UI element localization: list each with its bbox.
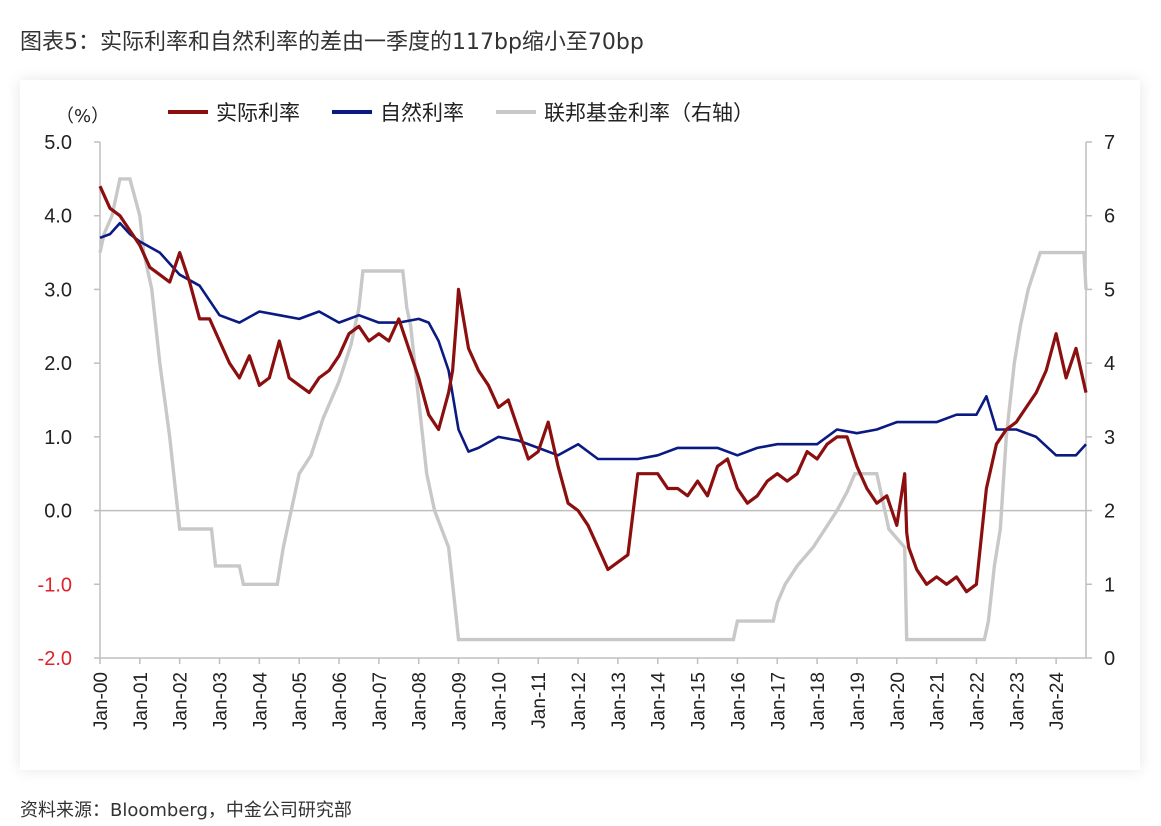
x-tick-label: Jan-18 <box>808 672 829 730</box>
legend-label-2: 联邦基金利率（右轴） <box>544 101 754 125</box>
right-tick-label: 2 <box>1104 501 1115 523</box>
left-tick-label: -2.0 <box>38 648 72 670</box>
series-line-0 <box>98 185 1088 594</box>
left-tick-label: 0.0 <box>44 501 72 523</box>
x-tick-label: Jan-19 <box>848 672 869 730</box>
x-tick-label: Jan-04 <box>250 672 271 731</box>
right-tick-label: 3 <box>1104 427 1115 449</box>
x-tick-label: Jan-24 <box>1047 672 1068 731</box>
x-tick-label: Jan-17 <box>768 672 789 730</box>
x-tick-label: Jan-12 <box>569 672 590 730</box>
left-tick-label: 4.0 <box>44 206 72 228</box>
x-tick-label: Jan-16 <box>728 672 749 730</box>
legend-label-1: 自然利率 <box>380 101 464 125</box>
left-tick-label: 5.0 <box>44 132 72 154</box>
x-tick-label: Jan-08 <box>410 672 431 730</box>
left-tick-label: 2.0 <box>44 353 72 375</box>
x-tick-label: Jan-06 <box>330 672 351 730</box>
right-tick-label: 1 <box>1104 574 1115 596</box>
x-tick-label: Jan-11 <box>529 672 550 729</box>
x-tick-label: Jan-20 <box>888 672 909 730</box>
x-tick-label: Jan-22 <box>967 672 988 730</box>
x-tick-label: Jan-23 <box>1007 672 1028 730</box>
x-tick-label: Jan-03 <box>211 672 232 730</box>
series-line-2 <box>98 177 1088 642</box>
x-tick-label: Jan-01 <box>131 672 152 730</box>
source-note: 资料来源：Bloomberg，中金公司研究部 <box>20 800 352 821</box>
right-tick-label: 0 <box>1104 648 1115 670</box>
x-tick-label: Jan-15 <box>689 672 710 730</box>
x-tick-label: Jan-21 <box>928 672 949 730</box>
x-tick-label: Jan-05 <box>290 672 311 730</box>
plot-area <box>98 177 1088 642</box>
left-tick-label: -1.0 <box>38 574 72 596</box>
chart-panel: 实际利率 自然利率 联邦基金利率（右轴） （%） 5.0 4.0 3.0 2.0 1.0 0.0… <box>20 80 1140 770</box>
legend: 实际利率 自然利率 联邦基金利率（右轴） <box>168 101 754 125</box>
legend-label-0: 实际利率 <box>216 101 300 125</box>
figure-title: 图表5：实际利率和自然利率的差由一季度的117bp缩小至70bp <box>20 30 644 55</box>
right-tick-label: 4 <box>1104 353 1115 375</box>
x-tick-label: Jan-13 <box>609 672 630 730</box>
axes: （%） 5.0 4.0 3.0 2.0 1.0 0.0 -1.0 -2.0 7 6 5 4 3 2 1 0 Jan… <box>38 106 1116 730</box>
x-tick-label: Jan-07 <box>370 672 391 730</box>
left-tick-label: 1.0 <box>44 427 72 449</box>
right-tick-label: 7 <box>1104 132 1115 154</box>
x-tick-label: Jan-00 <box>91 672 112 730</box>
line-chart: 实际利率 自然利率 联邦基金利率（右轴） （%） 5.0 4.0 3.0 2.0 1.0 0.0… <box>38 101 1116 730</box>
x-tick-label: Jan-09 <box>450 672 471 730</box>
right-tick-label: 6 <box>1104 206 1115 228</box>
right-tick-label: 5 <box>1104 279 1115 301</box>
left-tick-label: 3.0 <box>44 279 72 301</box>
x-tick-label: Jan-10 <box>489 672 510 730</box>
x-tick-label: Jan-14 <box>649 672 670 731</box>
x-tick-label: Jan-02 <box>171 672 192 730</box>
series-line-1 <box>99 221 1087 461</box>
left-axis-unit-label: （%） <box>56 106 109 127</box>
